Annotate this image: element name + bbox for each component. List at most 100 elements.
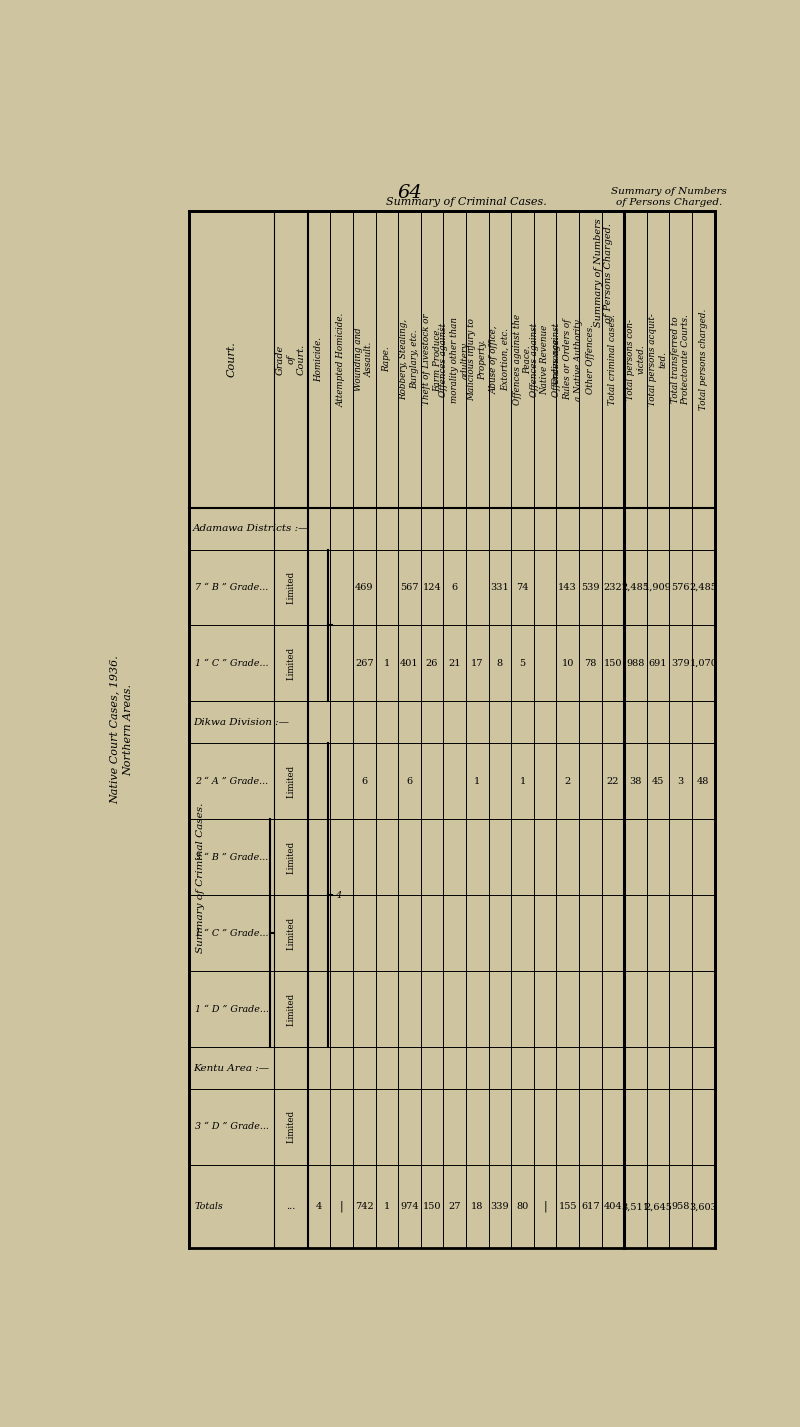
Text: 2: 2 [565,776,570,786]
Text: Total transferred to
Protectorate Courts.: Total transferred to Protectorate Courts… [670,314,690,405]
Text: 2 “ A ” Grade...: 2 “ A ” Grade... [194,776,268,786]
Text: 150: 150 [422,1202,442,1212]
Text: 21: 21 [448,659,461,668]
Text: ...: ... [286,1202,296,1212]
Text: 1,909: 1,909 [644,584,672,592]
Text: 1 “ D ” Grade...: 1 “ D ” Grade... [194,1005,269,1013]
Text: Grade
of
Court.: Grade of Court. [276,344,306,375]
Text: Totals: Totals [194,1202,223,1212]
Text: 691: 691 [649,659,667,668]
Text: Summary of Numbers
of Persons Charged.: Summary of Numbers of Persons Charged. [594,218,613,327]
Text: 567: 567 [400,584,418,592]
Text: 958: 958 [671,1202,690,1212]
Text: 232: 232 [603,584,622,592]
Text: 4: 4 [316,1202,322,1212]
Text: 401: 401 [400,659,418,668]
Text: 5: 5 [519,659,526,668]
Text: 6: 6 [361,776,367,786]
Text: 1 “ C ” Grade...: 1 “ C ” Grade... [194,659,268,668]
Text: |: | [340,1202,343,1213]
Text: 1 “ C ” Grade...: 1 “ C ” Grade... [194,929,268,938]
Text: Offences against
Rules or Orders of
a Native Authority.: Offences against Rules or Orders of a Na… [552,318,583,401]
Text: 124: 124 [422,584,442,592]
Text: Malicious injury to
Property.: Malicious injury to Property. [467,318,487,401]
Text: Offences against
Native Revenue
Ordinance.: Offences against Native Revenue Ordinanc… [530,323,560,397]
Text: 1: 1 [384,659,390,668]
Text: 3: 3 [678,776,684,786]
Text: Summary of Numbers
of Persons Charged.: Summary of Numbers of Persons Charged. [611,187,727,207]
Text: 1: 1 [519,776,526,786]
Text: Other Offences.: Other Offences. [586,324,594,394]
Text: Wounding and
Assault.: Wounding and Assault. [354,328,374,391]
Text: 26: 26 [426,659,438,668]
Text: Court.: Court. [226,341,237,377]
Text: 339: 339 [490,1202,509,1212]
Text: Limited: Limited [286,646,295,681]
Text: 617: 617 [581,1202,599,1212]
Text: Robbery, Stealing,
Burglary, etc.: Robbery, Stealing, Burglary, etc. [399,320,419,400]
Text: Theft of Livestock or
Farm Produce.: Theft of Livestock or Farm Produce. [422,314,442,405]
Text: 331: 331 [490,584,510,592]
Text: Limited: Limited [286,1110,295,1143]
Text: Offences against the
Peace.: Offences against the Peace. [513,314,532,405]
Text: 10: 10 [562,659,574,668]
Text: Limited: Limited [286,571,295,604]
Text: Homicide.: Homicide. [314,337,323,382]
Text: 974: 974 [400,1202,418,1212]
Text: 379: 379 [671,659,690,668]
Text: Offences against
morality other than
adultery.: Offences against morality other than adu… [439,317,470,402]
Text: 74: 74 [516,584,529,592]
Text: 2,645: 2,645 [644,1202,672,1212]
Text: 988: 988 [626,659,645,668]
Text: Adamawa Districts :—: Adamawa Districts :— [193,524,310,534]
Text: 64: 64 [398,184,422,203]
Text: 17: 17 [471,659,483,668]
Text: 6: 6 [406,776,413,786]
Text: 4: 4 [335,890,342,899]
Text: 155: 155 [558,1202,577,1212]
Text: |: | [543,1202,547,1213]
Bar [189,211,714,1249]
Text: 3,511: 3,511 [622,1202,650,1212]
Text: Total criminal cases.: Total criminal cases. [608,314,618,405]
Text: 2,485: 2,485 [690,584,718,592]
Text: 2,485: 2,485 [622,584,650,592]
Text: 539: 539 [581,584,599,592]
Text: Summary of Criminal Cases.: Summary of Criminal Cases. [196,803,206,953]
Text: Limited: Limited [286,765,295,798]
Text: Limited: Limited [286,993,295,1026]
Text: 3 “ D ” Grade...: 3 “ D ” Grade... [194,1123,269,1132]
Text: 150: 150 [604,659,622,668]
Text: 3 “ B ” Grade...: 3 “ B ” Grade... [194,853,268,862]
Text: 22: 22 [606,776,619,786]
Text: 38: 38 [630,776,642,786]
Text: 1: 1 [474,776,480,786]
Text: 143: 143 [558,584,577,592]
Text: Total persons con-
victed.: Total persons con- victed. [626,320,646,400]
Text: Total persons acquit-
ted.: Total persons acquit- ted. [648,313,668,405]
Text: 1: 1 [384,1202,390,1212]
Text: Native Court Cases, 1936.
Northern Areas.: Native Court Cases, 1936. Northern Areas… [110,655,134,805]
Text: Limited: Limited [286,916,295,950]
Text: 27: 27 [448,1202,461,1212]
Text: 8: 8 [497,659,503,668]
Text: Summary of Criminal Cases.: Summary of Criminal Cases. [386,197,546,207]
Text: Total persons charged.: Total persons charged. [698,308,708,410]
Text: 267: 267 [355,659,374,668]
Text: 3,603: 3,603 [690,1202,718,1212]
Text: Rape.: Rape. [382,347,391,372]
Text: 45: 45 [652,776,664,786]
Text: Attempted Homicide.: Attempted Homicide. [337,313,346,407]
Text: 7 “ B ” Grade...: 7 “ B ” Grade... [194,584,268,592]
Text: 742: 742 [355,1202,374,1212]
Text: Dikwa Division :—: Dikwa Division :— [193,718,289,726]
Text: Abuse of office,
Extortion, etc.: Abuse of office, Extortion, etc. [490,325,510,394]
Text: 1,070: 1,070 [690,659,718,668]
Text: 48: 48 [697,776,710,786]
Text: 404: 404 [603,1202,622,1212]
Text: 18: 18 [471,1202,483,1212]
Text: Kentu Area :—: Kentu Area :— [193,1063,269,1073]
Text: 469: 469 [355,584,374,592]
Text: 576: 576 [671,584,690,592]
Text: 80: 80 [516,1202,529,1212]
